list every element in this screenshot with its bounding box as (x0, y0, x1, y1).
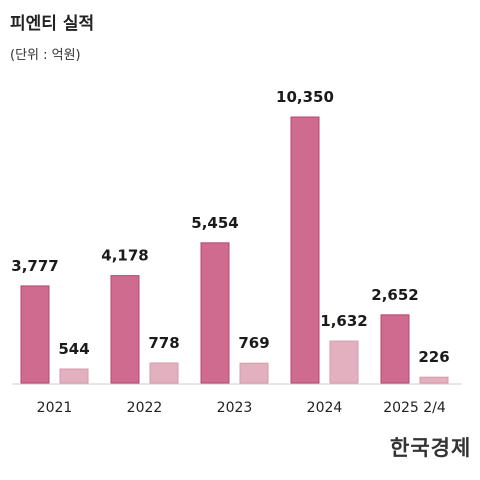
data-label: 226 (418, 348, 449, 366)
data-label: 4,178 (101, 247, 148, 265)
bar-2021-series-1 (20, 285, 50, 384)
data-label: 5,454 (191, 214, 238, 232)
bar-2022-series-2 (149, 362, 179, 384)
chart-title: 피엔티 실적 (10, 14, 95, 34)
bar-2024-series-1 (290, 116, 320, 384)
bar-2025-2-4-series-1 (380, 314, 410, 384)
x-tick-label: 2021 (37, 400, 73, 416)
x-tick-label: 2024 (307, 400, 343, 416)
bar-2024-series-2 (329, 340, 359, 384)
data-label: 778 (148, 334, 179, 352)
data-label: 3,777 (11, 257, 58, 275)
bar-2023-series-2 (239, 362, 269, 384)
bar-2021-series-2 (59, 368, 89, 384)
data-label: 10,350 (276, 88, 334, 106)
bar-2023-series-1 (200, 242, 230, 384)
data-label: 544 (58, 340, 89, 358)
bar-2025-2-4-series-2 (419, 376, 449, 384)
bar-2022-series-1 (110, 275, 140, 384)
logo: 한국경제 (390, 435, 472, 460)
data-label: 769 (238, 334, 269, 352)
x-tick-label: 2025 2/4 (383, 400, 446, 416)
x-tick-label: 2022 (127, 400, 163, 416)
data-label: 1,632 (320, 312, 367, 330)
data-label: 2,652 (371, 286, 418, 304)
unit-label: (단위 : 억원) (10, 48, 81, 63)
x-tick-label: 2023 (217, 400, 253, 416)
